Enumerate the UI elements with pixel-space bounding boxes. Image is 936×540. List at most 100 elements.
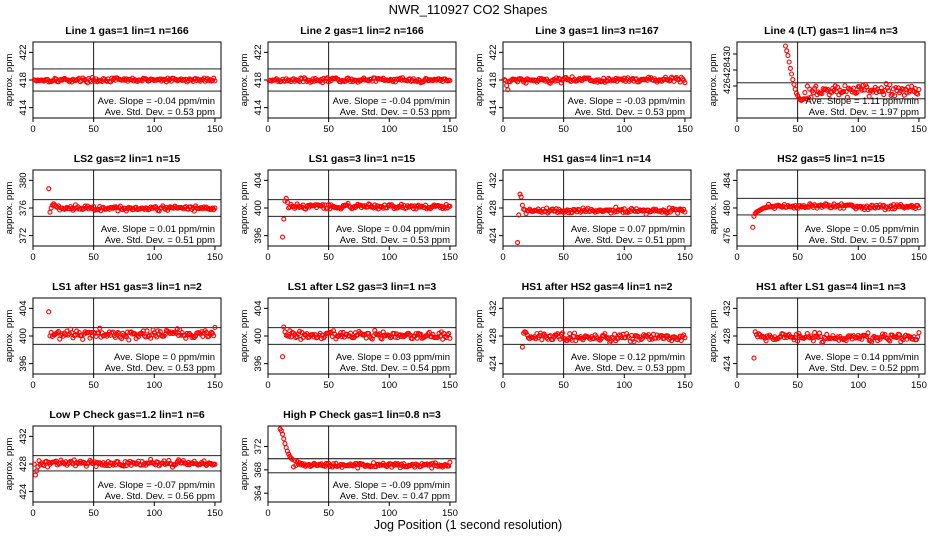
data-point <box>288 455 294 461</box>
data-point <box>177 326 183 333</box>
data-point <box>375 332 381 338</box>
y-tick-label: 418 <box>253 72 264 88</box>
slope-annotation: Ave. Slope = 0.05 ppm/min <box>805 224 919 235</box>
data-point <box>43 458 49 464</box>
data-point <box>887 338 893 344</box>
data-point <box>515 79 521 85</box>
data-point <box>174 326 180 332</box>
data-point <box>284 448 290 454</box>
plot-frame <box>267 425 457 503</box>
data-point <box>850 85 856 91</box>
data-point <box>846 333 852 339</box>
data-point <box>351 203 357 210</box>
data-point <box>819 91 825 97</box>
std-dev-annotation: Ave. Std. Dev. = 0.53 ppm <box>340 235 450 246</box>
x-tick-label: 150 <box>207 380 223 391</box>
x-tick-label: 0 <box>30 508 35 519</box>
x-tick-label: 100 <box>146 124 162 135</box>
data-point <box>282 440 288 447</box>
data-point <box>100 460 106 466</box>
slope-annotation: Ave. Slope = 0.03 ppm/min <box>336 352 450 363</box>
y-tick-label: 428 <box>722 328 733 344</box>
y-tick-label: 404 <box>18 300 29 316</box>
slope-annotation: Ave. Slope = 0.12 ppm/min <box>571 352 685 363</box>
x-tick-label: 150 <box>207 252 223 263</box>
data-point <box>387 203 394 209</box>
y-tick-label: 396 <box>18 356 29 372</box>
data-point <box>303 206 309 212</box>
y-tick-label: 396 <box>253 356 264 372</box>
data-point <box>286 333 292 339</box>
x-tick-label: 50 <box>558 380 569 391</box>
data-point <box>280 234 286 240</box>
data-point <box>515 239 521 246</box>
data-series <box>519 329 688 350</box>
y-tick-label: 404 <box>253 172 264 188</box>
x-tick-label: 0 <box>265 508 270 519</box>
data-point <box>519 344 525 350</box>
slope-annotation: Ave. Slope = -0.09 ppm/min <box>333 480 450 491</box>
y-tick-label: 400 <box>253 328 264 344</box>
data-point <box>678 207 684 213</box>
data-point <box>447 335 453 341</box>
std-dev-annotation: Ave. Std. Dev. = 0.53 ppm <box>105 107 215 118</box>
data-point <box>211 333 217 339</box>
data-series <box>501 74 688 93</box>
std-dev-annotation: Ave. Std. Dev. = 1.97 ppm <box>809 107 919 118</box>
data-point <box>789 71 795 77</box>
data-point <box>126 337 132 343</box>
panel-title: Line 1 gas=1 lin=1 n=166 <box>65 25 189 37</box>
data-point <box>572 330 578 336</box>
data-point <box>916 330 922 336</box>
chart-panel: Line 1 gas=1 lin=1 n=166 0 50 100 150 414 418 4… <box>4 25 223 135</box>
y-tick-label: 424 <box>18 484 29 500</box>
data-point <box>289 456 295 462</box>
data-point <box>751 355 757 361</box>
data-point <box>830 333 836 339</box>
x-tick-label: 100 <box>146 380 162 391</box>
figure-title: NWR_110927 CO2 Shapes <box>388 2 548 17</box>
data-point <box>782 43 789 49</box>
data-point <box>48 205 54 211</box>
data-point <box>639 208 646 214</box>
data-point <box>888 203 894 209</box>
y-axis-label: approx. ppm <box>239 182 250 235</box>
data-point <box>172 329 178 335</box>
data-point <box>80 336 86 342</box>
x-tick-label: 150 <box>911 252 927 263</box>
data-point <box>884 85 890 91</box>
y-tick-label: 428 <box>488 328 499 344</box>
x-tick-label: 150 <box>911 124 927 135</box>
slope-annotation: Ave. Slope = 0.14 ppm/min <box>805 352 919 363</box>
data-point <box>446 331 452 337</box>
data-point <box>612 209 618 215</box>
data-point <box>502 77 508 83</box>
data-point <box>795 338 801 344</box>
x-tick-label: 50 <box>792 380 803 391</box>
x-tick-label: 50 <box>558 252 569 263</box>
data-point <box>437 333 443 339</box>
data-point <box>516 212 522 218</box>
data-point <box>518 194 524 200</box>
data-point <box>69 330 75 336</box>
y-axis-label: approx. ppm <box>239 54 250 107</box>
data-point <box>603 334 609 340</box>
data-point <box>682 80 688 86</box>
x-tick-label: 50 <box>558 124 569 135</box>
data-point <box>78 205 85 211</box>
data-point <box>887 82 893 88</box>
data-series <box>280 195 453 240</box>
data-point <box>409 203 415 209</box>
y-axis-label: approx. ppm <box>4 182 15 235</box>
x-tick-label: 150 <box>442 124 458 135</box>
data-point <box>567 331 573 337</box>
x-tick-label: 0 <box>500 124 505 135</box>
data-point <box>787 65 793 71</box>
y-tick-label: 364 <box>253 485 264 501</box>
y-tick-label: 432 <box>488 172 499 188</box>
chart-panel: HS2 gas=5 lin=1 n=15 0 50 100 150 476 480 484ap… <box>708 153 927 263</box>
data-point <box>436 462 442 468</box>
data-point <box>785 53 791 59</box>
data-point <box>665 209 671 215</box>
data-point <box>191 208 197 214</box>
